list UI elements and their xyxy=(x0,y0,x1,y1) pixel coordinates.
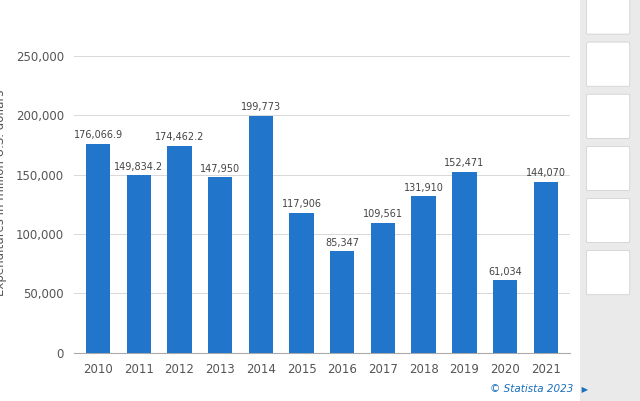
FancyBboxPatch shape xyxy=(586,0,630,34)
Text: 199,773: 199,773 xyxy=(241,102,281,112)
Text: 131,910: 131,910 xyxy=(404,183,444,193)
Text: ▶: ▶ xyxy=(579,385,588,394)
Text: 152,471: 152,471 xyxy=(444,158,484,168)
Text: 117,906: 117,906 xyxy=(282,199,321,209)
Bar xyxy=(330,251,355,353)
FancyBboxPatch shape xyxy=(586,198,630,243)
FancyBboxPatch shape xyxy=(586,94,630,138)
Bar xyxy=(534,182,558,353)
Text: 61,034: 61,034 xyxy=(488,267,522,277)
Bar xyxy=(412,196,436,353)
Text: 149,834.2: 149,834.2 xyxy=(114,162,163,172)
FancyBboxPatch shape xyxy=(586,146,630,190)
Bar xyxy=(208,177,232,353)
Text: 144,070: 144,070 xyxy=(526,168,566,178)
Text: 109,561: 109,561 xyxy=(363,209,403,219)
Bar xyxy=(371,223,395,353)
Text: © Statista 2023: © Statista 2023 xyxy=(490,384,573,394)
Bar xyxy=(493,280,517,353)
FancyBboxPatch shape xyxy=(586,251,630,295)
Bar xyxy=(249,115,273,353)
Bar xyxy=(289,213,314,353)
Text: 85,347: 85,347 xyxy=(325,238,359,248)
Y-axis label: Expenditures in million U.S. dollars: Expenditures in million U.S. dollars xyxy=(0,89,8,296)
Bar xyxy=(167,146,191,353)
Bar xyxy=(452,172,477,353)
Bar xyxy=(86,144,110,353)
Bar xyxy=(127,175,151,353)
Text: 174,462.2: 174,462.2 xyxy=(155,132,204,142)
Text: 176,066.9: 176,066.9 xyxy=(74,130,123,140)
FancyBboxPatch shape xyxy=(586,42,630,86)
Text: 147,950: 147,950 xyxy=(200,164,240,174)
